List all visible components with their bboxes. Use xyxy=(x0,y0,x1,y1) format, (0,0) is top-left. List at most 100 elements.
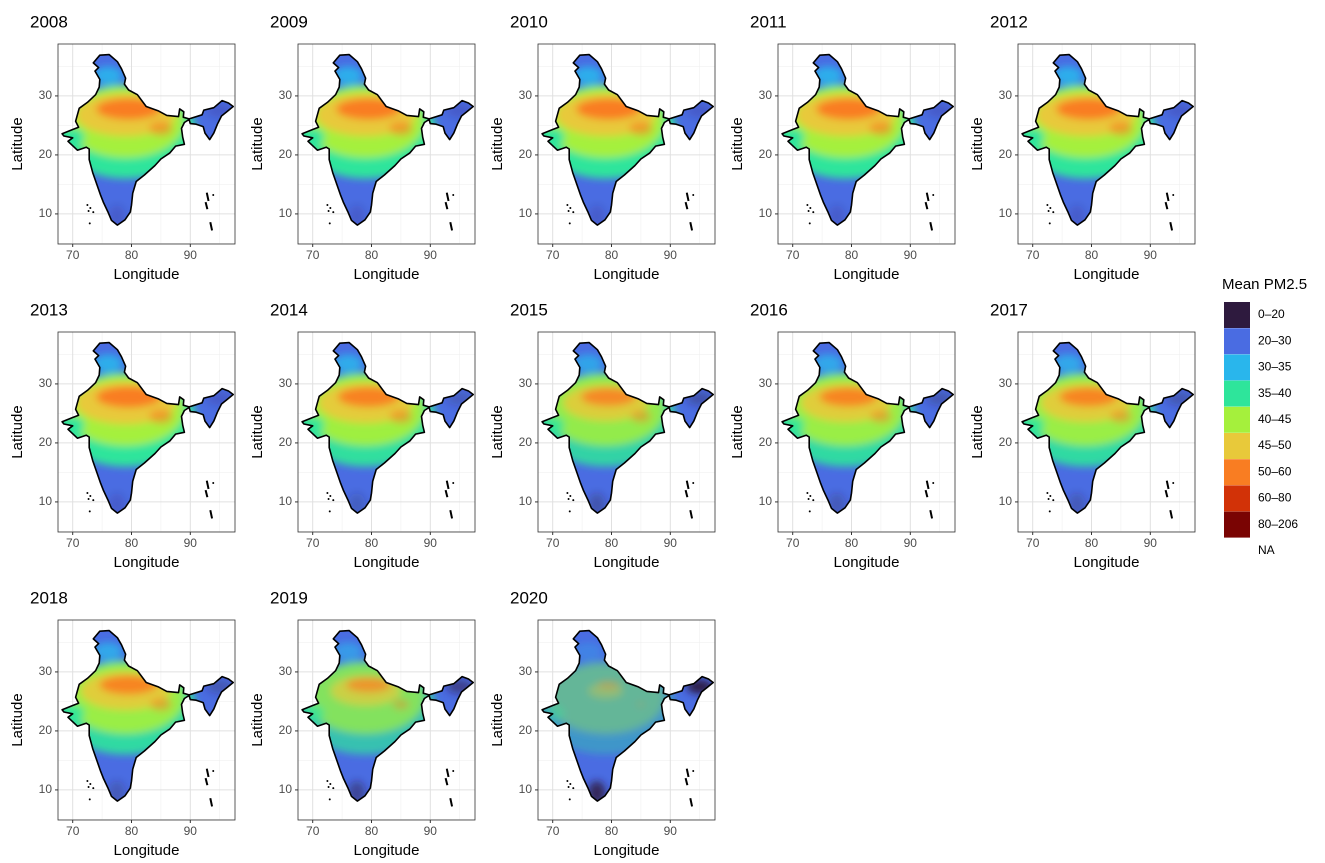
island-dot xyxy=(326,492,328,494)
y-axis-label: Latitude xyxy=(729,117,746,170)
map-panel: 2017708090102030LongitudeLatitude xyxy=(969,300,1195,570)
y-axis-label: Latitude xyxy=(969,405,986,458)
island-dot xyxy=(569,783,571,785)
y-tick-label: 10 xyxy=(519,782,533,796)
panel-title: 2020 xyxy=(510,588,548,607)
legend-swatch xyxy=(1224,407,1250,433)
y-tick-label: 10 xyxy=(279,494,293,508)
x-tick-label: 90 xyxy=(1144,248,1158,262)
pm25-blob xyxy=(637,702,645,707)
pm25-blob xyxy=(1110,410,1131,423)
island-dot xyxy=(692,194,694,196)
y-tick-label: 10 xyxy=(759,494,773,508)
y-axis-label: Latitude xyxy=(9,405,26,458)
y-tick-label: 20 xyxy=(519,435,533,449)
y-tick-label: 20 xyxy=(519,723,533,737)
y-tick-label: 10 xyxy=(519,206,533,220)
x-tick-label: 90 xyxy=(904,248,918,262)
x-tick-label: 70 xyxy=(786,248,800,262)
island-dot xyxy=(932,482,934,484)
pm25-blob xyxy=(393,699,409,709)
legend-label: 35–40 xyxy=(1258,386,1292,400)
island-dot xyxy=(1172,482,1174,484)
legend: Mean PM2.50–2020–3030–3535–4040–4545–505… xyxy=(1222,276,1307,557)
x-tick-label: 90 xyxy=(184,248,198,262)
x-tick-label: 80 xyxy=(845,248,859,262)
y-tick-label: 20 xyxy=(39,723,53,737)
island-dot xyxy=(572,787,574,789)
x-tick-label: 70 xyxy=(66,824,80,838)
island-dot xyxy=(89,510,91,512)
pm25-blob xyxy=(1109,121,1133,135)
map-panel: 2016708090102030LongitudeLatitude xyxy=(729,300,955,570)
island-dot xyxy=(86,204,88,206)
island-dot xyxy=(86,780,88,782)
island-dot xyxy=(329,495,331,497)
island-dot xyxy=(326,204,328,206)
pm25-blob xyxy=(631,410,651,422)
x-tick-label: 70 xyxy=(546,248,560,262)
island-dot xyxy=(452,770,454,772)
y-axis-label: Latitude xyxy=(489,117,506,170)
island-dot xyxy=(92,499,94,501)
y-axis-label: Latitude xyxy=(969,117,986,170)
panel-title: 2011 xyxy=(750,12,787,31)
map-grid: 2008708090102030LongitudeLatitude2009708… xyxy=(0,0,1325,858)
x-tick-label: 80 xyxy=(605,248,619,262)
y-tick-label: 20 xyxy=(279,147,293,161)
island-dot xyxy=(328,498,330,500)
island-dot xyxy=(1049,495,1051,497)
y-tick-label: 10 xyxy=(279,782,293,796)
x-tick-label: 70 xyxy=(306,248,320,262)
x-axis-label: Longitude xyxy=(354,554,420,571)
island-dot xyxy=(692,482,694,484)
x-axis-label: Longitude xyxy=(354,266,420,283)
panel-title: 2012 xyxy=(990,12,1028,31)
x-tick-label: 70 xyxy=(1026,248,1040,262)
island-dot xyxy=(92,211,94,213)
island-dot xyxy=(328,210,330,212)
y-tick-label: 30 xyxy=(279,88,293,102)
island-dot xyxy=(329,783,331,785)
x-axis-label: Longitude xyxy=(114,842,180,858)
y-tick-label: 10 xyxy=(39,782,53,796)
x-tick-label: 90 xyxy=(904,536,918,550)
y-tick-label: 30 xyxy=(279,376,293,390)
x-tick-label: 70 xyxy=(306,536,320,550)
x-tick-label: 90 xyxy=(184,536,198,550)
panel-title: 2018 xyxy=(30,588,68,607)
x-tick-label: 90 xyxy=(664,248,678,262)
x-tick-label: 80 xyxy=(125,248,139,262)
y-tick-label: 10 xyxy=(519,494,533,508)
x-tick-label: 90 xyxy=(424,536,438,550)
x-axis-label: Longitude xyxy=(594,554,660,571)
x-tick-label: 80 xyxy=(605,536,619,550)
y-tick-label: 20 xyxy=(759,435,773,449)
island-dot xyxy=(332,787,334,789)
panel-title: 2008 xyxy=(30,12,68,31)
island-dot xyxy=(568,210,570,212)
island-dot xyxy=(452,194,454,196)
legend-swatch xyxy=(1224,433,1250,459)
island-dot xyxy=(812,499,814,501)
island-dot xyxy=(89,783,91,785)
island-dot xyxy=(806,492,808,494)
legend-swatch xyxy=(1224,459,1250,485)
island-dot xyxy=(89,495,91,497)
island-dot xyxy=(692,770,694,772)
legend-label: 50–60 xyxy=(1258,464,1292,478)
panel-title: 2010 xyxy=(510,12,548,31)
x-tick-label: 70 xyxy=(546,824,560,838)
island-dot xyxy=(332,211,334,213)
island-dot xyxy=(89,222,91,224)
x-tick-label: 90 xyxy=(664,536,678,550)
island-dot xyxy=(452,482,454,484)
pm25-blob xyxy=(869,121,893,135)
pm25-blob xyxy=(150,698,171,711)
island-dot xyxy=(569,495,571,497)
